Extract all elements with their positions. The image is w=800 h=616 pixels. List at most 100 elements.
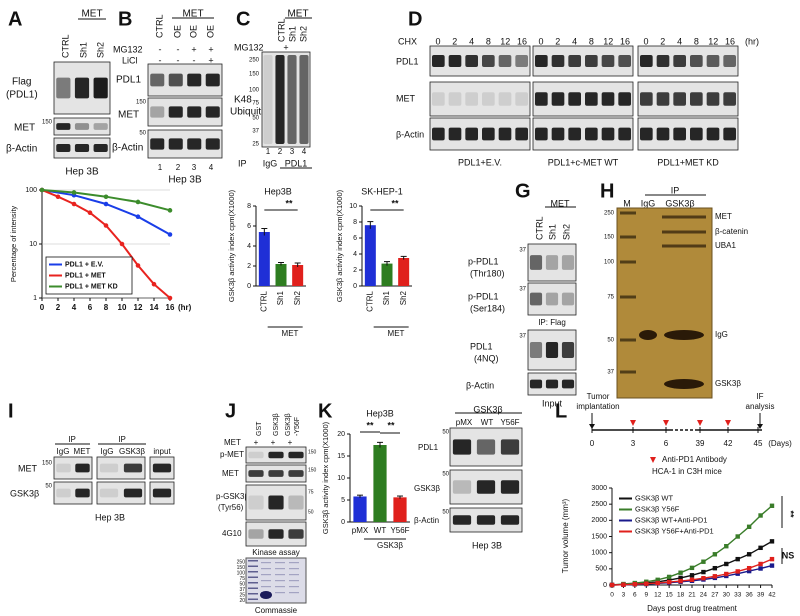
group-label: MET [282, 329, 299, 338]
band [74, 144, 90, 152]
group-label: MET [388, 329, 405, 338]
label: 2 [452, 36, 457, 46]
gel-band [261, 562, 271, 564]
band [640, 127, 653, 141]
x-tick-label: 12 [134, 303, 143, 312]
label: OE [188, 25, 198, 38]
y-tick-label: 10 [337, 475, 345, 482]
blot [96, 481, 146, 505]
label: PDL1+c-MET WT [548, 157, 619, 167]
band [93, 123, 108, 130]
marker [746, 568, 752, 574]
x-axis-label: (hr) [178, 303, 192, 312]
label: analysis [746, 402, 775, 411]
label: β-Actin [466, 380, 494, 390]
label: 75 [239, 576, 245, 582]
legend-label: PDL1 + MET [65, 272, 106, 279]
label: 12 [500, 36, 510, 46]
label: Commassie [255, 606, 298, 615]
band [706, 55, 720, 67]
marker [769, 563, 775, 568]
band [500, 480, 520, 494]
marker [758, 561, 763, 567]
band [561, 292, 575, 306]
bar [398, 258, 410, 286]
label: IgG [641, 198, 656, 208]
y-tick-label: 0 [247, 283, 251, 290]
label: MET [287, 9, 308, 20]
label: IP: Flag [538, 318, 566, 327]
band [673, 127, 686, 141]
marker [769, 539, 775, 544]
blot [532, 45, 634, 77]
band [263, 55, 273, 144]
marker [735, 534, 740, 539]
band [545, 379, 559, 389]
gel-band [289, 568, 299, 570]
label: 37 [239, 587, 245, 593]
label: M [623, 198, 631, 208]
blot [96, 456, 146, 480]
band [656, 92, 670, 106]
band [618, 92, 631, 106]
label: p-GSK3β [216, 492, 249, 501]
label: + [191, 44, 196, 54]
band [551, 55, 565, 67]
band [56, 463, 71, 473]
label: WT [481, 418, 494, 427]
band [152, 463, 172, 473]
gel-band [261, 574, 271, 576]
x-tick-label: 21 [688, 592, 696, 599]
y-axis-label: Percentage of intensity [9, 206, 18, 283]
label: PDL1 [470, 341, 493, 351]
band [673, 92, 686, 106]
marker [746, 524, 752, 529]
y-tick-label: 10 [29, 241, 37, 248]
y-tick-label: 20 [337, 431, 345, 438]
band [500, 515, 520, 525]
marker [769, 503, 775, 508]
band [205, 106, 220, 118]
blot [532, 81, 634, 117]
label: IgG [101, 447, 114, 456]
marker [701, 576, 706, 581]
label: 12 [708, 36, 718, 46]
label: MET [74, 447, 91, 456]
label: p-PDL1 [468, 256, 499, 266]
panel-letter: A [8, 8, 22, 30]
label: 0 [538, 36, 543, 46]
band [476, 515, 496, 525]
band [476, 480, 496, 494]
band [498, 127, 512, 141]
label: Kinase assay [252, 548, 300, 557]
band [268, 529, 284, 539]
label: Hep 3B [168, 175, 202, 186]
bar [364, 225, 376, 286]
y-tick-label: 2 [247, 263, 251, 270]
label: Hep 3B [95, 512, 125, 522]
marker [151, 281, 157, 287]
label: (Days) [768, 439, 792, 448]
label: β-Actin [6, 144, 37, 155]
band [476, 439, 496, 455]
blot [429, 81, 531, 117]
marker [735, 556, 740, 562]
band [585, 127, 598, 141]
label: 250 [604, 211, 615, 217]
label: PDL1 [285, 158, 308, 168]
marker [135, 263, 141, 268]
marker [712, 574, 718, 579]
label: (Thr180) [470, 268, 505, 278]
y-tick-label: 500 [595, 566, 607, 573]
band [248, 451, 264, 459]
legend-label: GSK3β WT+Anti-PD1 [635, 515, 707, 524]
band [248, 470, 264, 477]
gel-band [248, 571, 258, 573]
band [288, 451, 304, 459]
marker [666, 579, 672, 585]
x-tick-label: pMX [352, 526, 369, 535]
annotation: ** [366, 420, 374, 430]
marker [71, 190, 77, 195]
label: - [193, 55, 196, 65]
marker [712, 552, 718, 557]
